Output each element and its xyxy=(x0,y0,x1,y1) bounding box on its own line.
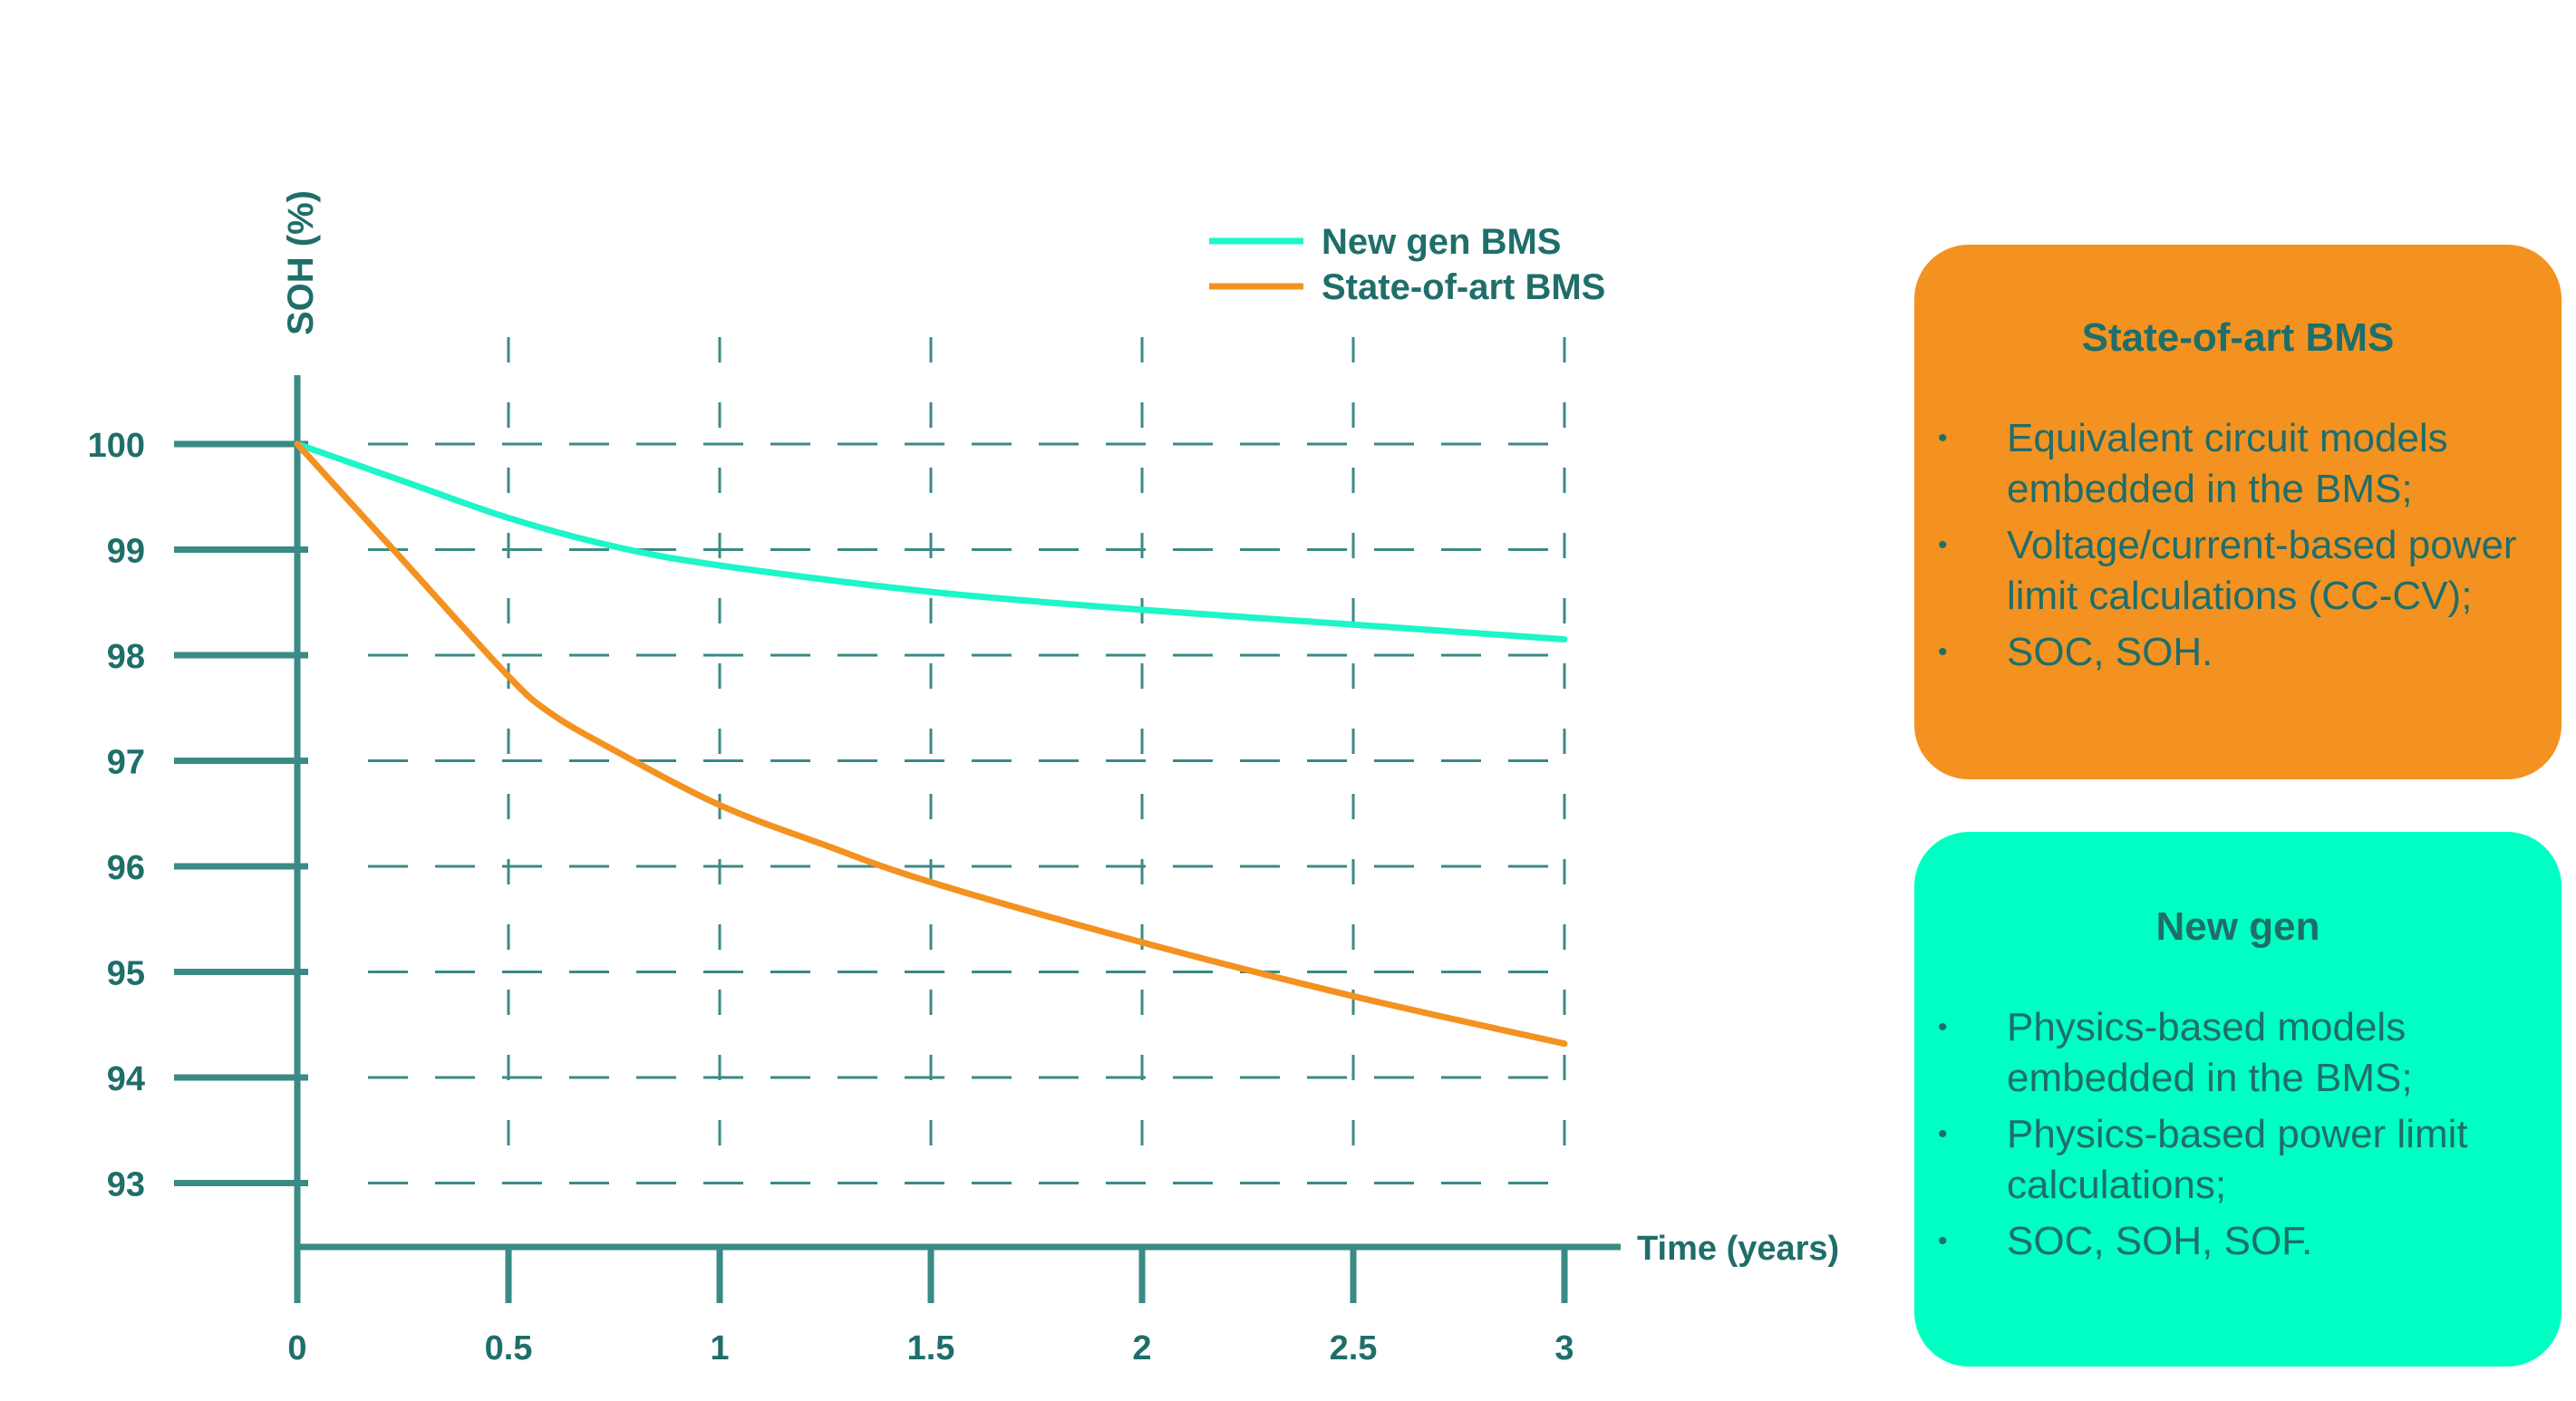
list-item-text: SOC, SOH. xyxy=(2007,630,2213,674)
list-item: • SOC, SOH. xyxy=(1914,627,2561,678)
x-tick-label: 0.5 xyxy=(485,1329,533,1367)
x-tick-label: 1.5 xyxy=(907,1329,955,1367)
x-axis-label: Time (years) xyxy=(1637,1230,1839,1268)
list-item: • SOC, SOH, SOF. xyxy=(1914,1216,2561,1267)
x-tick-label: 2.5 xyxy=(1330,1329,1378,1367)
y-axis-label: SOH (%) xyxy=(281,190,321,335)
y-tick-label: 99 xyxy=(107,533,145,571)
x-tick-label: 0 xyxy=(287,1329,306,1367)
new-gen-panel-title: New gen xyxy=(2155,904,2320,949)
new-gen-panel: New gen • Physics-based models embedded i… xyxy=(1914,832,2561,1367)
x-tick-label: 3 xyxy=(1554,1329,1574,1367)
list-item-text: Equivalent circuit models embedded in th… xyxy=(2007,416,2448,511)
bullet-icon: • xyxy=(1938,1226,1948,1256)
chart-axes xyxy=(174,375,1621,1303)
bullet-icon: • xyxy=(1938,423,1948,453)
series-line-state-of-art xyxy=(294,440,1568,1048)
y-tick-label: 97 xyxy=(107,744,145,782)
state-of-art-panel: State-of-art BMS • Equivalent circuit mod… xyxy=(1914,245,2561,779)
new-gen-feature-list: • Physics-based models embedded in the BM… xyxy=(1914,1002,2561,1272)
y-tick-label: 95 xyxy=(107,955,145,993)
list-item: • Physics-based power limit calculations; xyxy=(1914,1109,2561,1211)
y-tick-label: 98 xyxy=(107,638,145,676)
chart-series xyxy=(294,440,1568,1048)
bullet-icon: • xyxy=(1938,1119,1948,1149)
x-tick-label: 1 xyxy=(710,1329,729,1367)
list-item-text: Physics-based power limit calculations; xyxy=(2007,1112,2468,1207)
series-line-new-gen xyxy=(294,440,1568,643)
list-item: • Physics-based models embedded in the BM… xyxy=(1914,1002,2561,1104)
legend-label: New gen BMS xyxy=(1322,222,1561,262)
legend-label: State-of-art BMS xyxy=(1322,267,1605,307)
x-tick-label: 2 xyxy=(1132,1329,1151,1367)
list-item: • Equivalent circuit models embedded in t… xyxy=(1914,413,2561,515)
bullet-icon: • xyxy=(1938,637,1948,667)
chart-legend: New gen BMS State-of-art BMS xyxy=(1209,222,1605,307)
bullet-icon: • xyxy=(1938,1012,1948,1042)
list-item: • Voltage/current-based power limit calcu… xyxy=(1914,520,2561,622)
state-of-art-feature-list: • Equivalent circuit models embedded in t… xyxy=(1914,413,2561,683)
y-tick-label: 96 xyxy=(107,849,145,887)
y-tick-label: 93 xyxy=(107,1166,145,1204)
y-tick-label: 100 xyxy=(88,427,145,465)
chart-grid xyxy=(368,337,1568,1185)
chart-tick-labels: 100 99 98 97 96 95 94 93 0 0.5 1 1.5 2 2.5 3 xyxy=(88,427,1574,1367)
bullet-icon: • xyxy=(1938,530,1948,560)
list-item-text: SOC, SOH, SOF. xyxy=(2007,1219,2313,1263)
state-of-art-panel-title: State-of-art BMS xyxy=(2081,315,2395,360)
y-tick-label: 94 xyxy=(107,1060,145,1098)
list-item-text: Voltage/current-based power limit calcul… xyxy=(2007,523,2517,618)
list-item-text: Physics-based models embedded in the BMS… xyxy=(2007,1005,2413,1100)
